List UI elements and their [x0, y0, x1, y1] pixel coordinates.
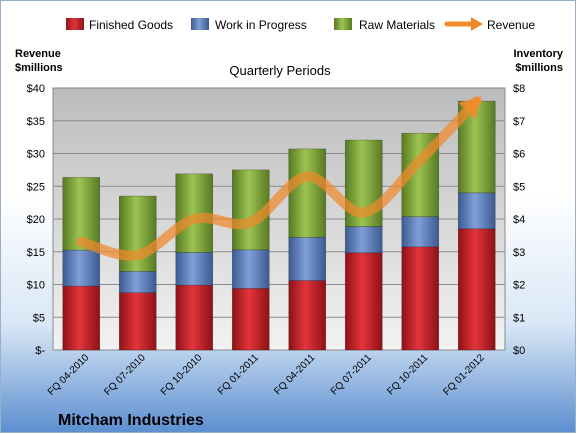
- bar-finished-goods: [63, 286, 100, 350]
- bar-raw-materials: [289, 149, 326, 237]
- bar-finished-goods: [402, 247, 439, 350]
- legend-label-raw-materials: Raw Materials: [359, 18, 435, 32]
- left-axis-title-line-1: Revenue: [15, 48, 61, 60]
- bar-work-in-progress: [289, 237, 326, 280]
- x-tick-label: FQ 04-2011: [272, 352, 317, 397]
- x-tick-label: FQ 07-2010: [102, 352, 148, 398]
- left-axis-title-line-2: $millions: [15, 62, 63, 74]
- left-tick-label: $25: [27, 181, 45, 193]
- bar-finished-goods: [119, 293, 156, 350]
- left-tick-label: $10: [27, 280, 45, 292]
- bar-work-in-progress: [119, 271, 156, 292]
- bar-work-in-progress: [232, 250, 269, 289]
- left-tick-label: $35: [27, 116, 45, 128]
- x-tick-label: FQ 07-2011: [329, 352, 374, 397]
- legend-swatch-work-in-progress: [191, 18, 209, 30]
- legend-label-revenue: Revenue: [487, 18, 535, 32]
- bar-finished-goods: [458, 229, 495, 350]
- bar-finished-goods: [289, 281, 326, 350]
- right-tick-label: $7: [513, 116, 525, 128]
- right-axis-title-line-2: $millions: [515, 62, 563, 74]
- bar-finished-goods: [232, 288, 269, 350]
- legend-label-work-in-progress: Work in Progress: [215, 18, 307, 32]
- chart-title: Quarterly Periods: [229, 63, 331, 78]
- right-tick-label: $6: [513, 149, 525, 161]
- left-tick-label: $20: [27, 214, 45, 226]
- right-tick-label: $0: [513, 345, 525, 357]
- bar-work-in-progress: [458, 193, 495, 229]
- left-tick-label: $5: [33, 312, 45, 324]
- left-tick-label: $-: [35, 345, 45, 357]
- legend-swatch-finished-goods: [66, 18, 84, 30]
- right-tick-label: $4: [513, 214, 525, 226]
- bar-finished-goods: [345, 253, 382, 350]
- left-tick-label: $30: [27, 149, 45, 161]
- x-tick-label: FQ 01-2011: [216, 352, 261, 397]
- left-tick-label: $40: [27, 83, 45, 95]
- left-tick-label: $15: [27, 247, 45, 259]
- bar-work-in-progress: [402, 217, 439, 247]
- x-tick-label: FQ 01-2012: [441, 352, 487, 398]
- right-axis-title-line-1: Inventory: [513, 48, 563, 60]
- bar-work-in-progress: [345, 227, 382, 253]
- right-tick-label: $5: [513, 181, 525, 193]
- bar-finished-goods: [176, 285, 213, 350]
- legend-label-finished-goods: Finished Goods: [89, 18, 173, 32]
- legend-swatch-raw-materials: [334, 18, 352, 30]
- company-name: Mitcham Industries: [58, 412, 204, 429]
- right-tick-label: $3: [513, 247, 525, 259]
- bar-work-in-progress: [63, 250, 100, 286]
- x-tick-label: FQ 10-2011: [385, 352, 430, 397]
- x-tick-label: FQ 10-2010: [159, 352, 205, 398]
- legend: Finished Goods Work in Progress Raw Mate…: [66, 17, 535, 32]
- right-tick-label: $2: [513, 280, 525, 292]
- right-axis-ticks: $0 $1 $2 $3 $4 $5 $6 $7 $8: [513, 83, 525, 357]
- legend-arrow-revenue: [471, 17, 483, 31]
- right-tick-label: $8: [513, 83, 525, 95]
- left-axis-ticks: $- $5 $10 $15 $20 $25 $30 $35 $40: [27, 83, 46, 357]
- right-tick-label: $1: [513, 312, 525, 324]
- x-tick-label: FQ 04-2010: [46, 352, 92, 398]
- bar-work-in-progress: [176, 252, 213, 285]
